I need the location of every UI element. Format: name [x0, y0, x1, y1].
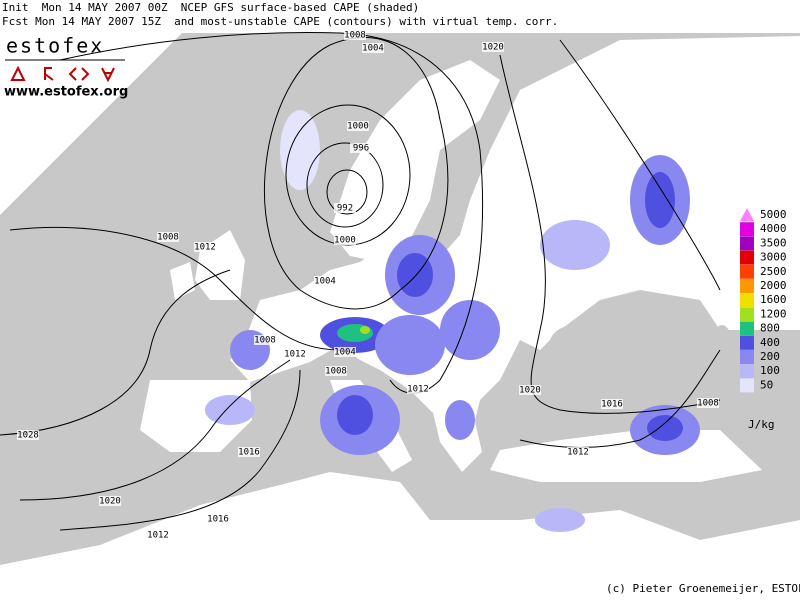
- contour-label: 1000: [334, 236, 356, 246]
- contour-label-bg: [362, 43, 384, 53]
- inland-seas: [550, 320, 736, 405]
- legend-label: 200: [760, 350, 780, 363]
- credit: (c) Pieter Groenemeijer, ESTOFEX: [606, 582, 800, 595]
- contour-label-bg: [254, 335, 276, 345]
- contour-label: 1012: [147, 531, 169, 541]
- contour-label-bg: [350, 143, 372, 153]
- contour-label-bg: [284, 349, 306, 359]
- legend-label: 5000: [760, 208, 787, 221]
- legend-label: 400: [760, 336, 780, 349]
- header-line: Fcst Mon 14 MAY 2007 15Z and most-unstab…: [2, 15, 558, 28]
- contour-label-bg: [99, 496, 121, 506]
- contour-label: 1016: [238, 448, 260, 458]
- contour-label-bg: [567, 447, 589, 457]
- contour-label: 1008: [157, 233, 179, 243]
- legend-label: 1200: [760, 307, 787, 320]
- contour-label-bg: [344, 30, 366, 40]
- contour-label: 1008: [254, 336, 276, 346]
- contour-label-bg: [194, 242, 216, 252]
- contour-label: 1008: [697, 399, 719, 409]
- logo-symbols: [10, 65, 115, 83]
- contour-label: 1012: [407, 385, 429, 395]
- legend-swatch: [740, 378, 754, 393]
- contour-label: 1008: [325, 367, 347, 377]
- contour-label-bg: [334, 347, 356, 357]
- contour-label-bg: [482, 42, 504, 52]
- logo-name: estofex: [6, 34, 104, 58]
- legend-label: 2000: [760, 279, 787, 292]
- legend-swatch: [740, 350, 754, 364]
- legend-label: 4000: [760, 222, 787, 235]
- legend-label: 2500: [760, 265, 787, 278]
- contour-label: 1008: [344, 31, 366, 41]
- contour-label: 996: [353, 144, 369, 154]
- legend-swatch: [740, 307, 754, 322]
- contour-label: 1012: [567, 448, 589, 458]
- contour-label: 1012: [284, 350, 306, 360]
- contour-label: 1000: [347, 122, 369, 132]
- isobars: [0, 31, 721, 531]
- legend-swatch: [740, 321, 754, 336]
- legend-swatch: [740, 250, 754, 265]
- contour-label-bg: [238, 447, 260, 457]
- contour-label: 1020: [482, 43, 504, 53]
- legend-swatch: [740, 293, 754, 308]
- contour-label-bg: [347, 121, 369, 131]
- contour-label-bg: [601, 399, 623, 409]
- contour-label-bg: [207, 514, 229, 524]
- contour-label: 1020: [99, 497, 121, 507]
- contour-label: 1016: [601, 400, 623, 410]
- logo-url: www.estofex.org: [4, 85, 128, 100]
- legend-swatch: [740, 236, 754, 251]
- contour-label: 1004: [362, 44, 384, 54]
- contour-label-bg: [157, 232, 179, 242]
- contour-label: 1004: [314, 277, 336, 287]
- legend-swatch: [740, 264, 754, 279]
- legend-swatch: [740, 279, 754, 293]
- contour-label-bg: [147, 530, 169, 540]
- contour-label-bg: [407, 384, 429, 394]
- contour-label: 1020: [519, 386, 541, 396]
- contour-label-bg: [334, 235, 356, 245]
- contour-label-bg: [314, 276, 336, 286]
- legend-swatch: [740, 222, 754, 237]
- cape-shading: [205, 110, 700, 532]
- legend-label: 3500: [760, 236, 787, 249]
- contour-label: 1016: [207, 515, 229, 525]
- legend-label: 800: [760, 322, 780, 335]
- legend-label: 1600: [760, 293, 787, 306]
- legend-swatch: [740, 208, 754, 221]
- legend-label: 100: [760, 364, 780, 377]
- contour-label: 1028: [17, 431, 39, 441]
- header-line: Init Mon 14 MAY 2007 00Z NCEP GFS surfac…: [2, 1, 419, 14]
- legend-label: 50: [760, 378, 773, 391]
- legend-unit: J/kg: [748, 418, 775, 431]
- contour-label-bg: [334, 203, 356, 213]
- legend-label: 3000: [760, 251, 787, 264]
- contour-label: 1012: [194, 243, 216, 253]
- contour-label-bg: [325, 366, 347, 376]
- legend-swatch: [740, 364, 754, 379]
- contour-label-bg: [17, 430, 39, 440]
- contour-label: 1004: [334, 348, 356, 358]
- contour-label: 992: [337, 204, 353, 214]
- contour-label-bg: [697, 398, 719, 408]
- contour-label-bg: [519, 385, 541, 395]
- legend-swatch: [740, 335, 754, 350]
